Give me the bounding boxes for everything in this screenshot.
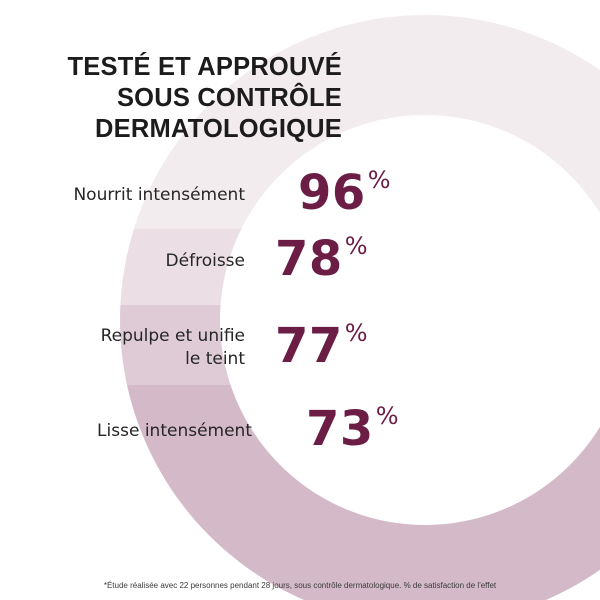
headline: TESTÉ ET APPROUVÉ SOUS CONTRÔLE DERMATOL… (20, 52, 342, 145)
result-percentage: 78 (275, 231, 343, 287)
result-percentage: 77 (275, 318, 343, 374)
percent-sign: % (367, 166, 391, 194)
headline-line-1: TESTÉ ET APPROUVÉ (67, 53, 342, 81)
result-label: Repulpe et unifie le teint (100, 326, 245, 369)
result-percentage: 96 (298, 165, 366, 221)
result-label: Lisse intensément (97, 420, 252, 441)
result-value: 96 % (298, 163, 391, 223)
percent-sign: % (344, 232, 368, 260)
result-percentage: 73 (306, 401, 374, 457)
percent-sign: % (344, 319, 368, 347)
headline-line-3: DERMATOLOGIQUE (95, 115, 342, 143)
result-row-smooths: Lisse intensément 73 % (0, 401, 600, 461)
result-label: Défroisse (165, 250, 245, 271)
result-value: 73 % (306, 399, 399, 459)
result-row-nourishes: Nourrit intensément 96 % (0, 165, 600, 225)
result-label: Nourrit intensément (73, 184, 245, 205)
percent-sign: % (375, 402, 399, 430)
headline-line-2: SOUS CONTRÔLE (116, 84, 342, 112)
result-value: 78 % (275, 229, 368, 289)
result-row-plumps: Repulpe et unifie le teint 77 % (0, 318, 600, 378)
result-row-smooths-wrinkles: Défroisse 78 % (0, 231, 600, 291)
study-footnote: *Étude réalisée avec 22 personnes pendan… (103, 581, 497, 590)
result-value: 77 % (275, 316, 368, 376)
